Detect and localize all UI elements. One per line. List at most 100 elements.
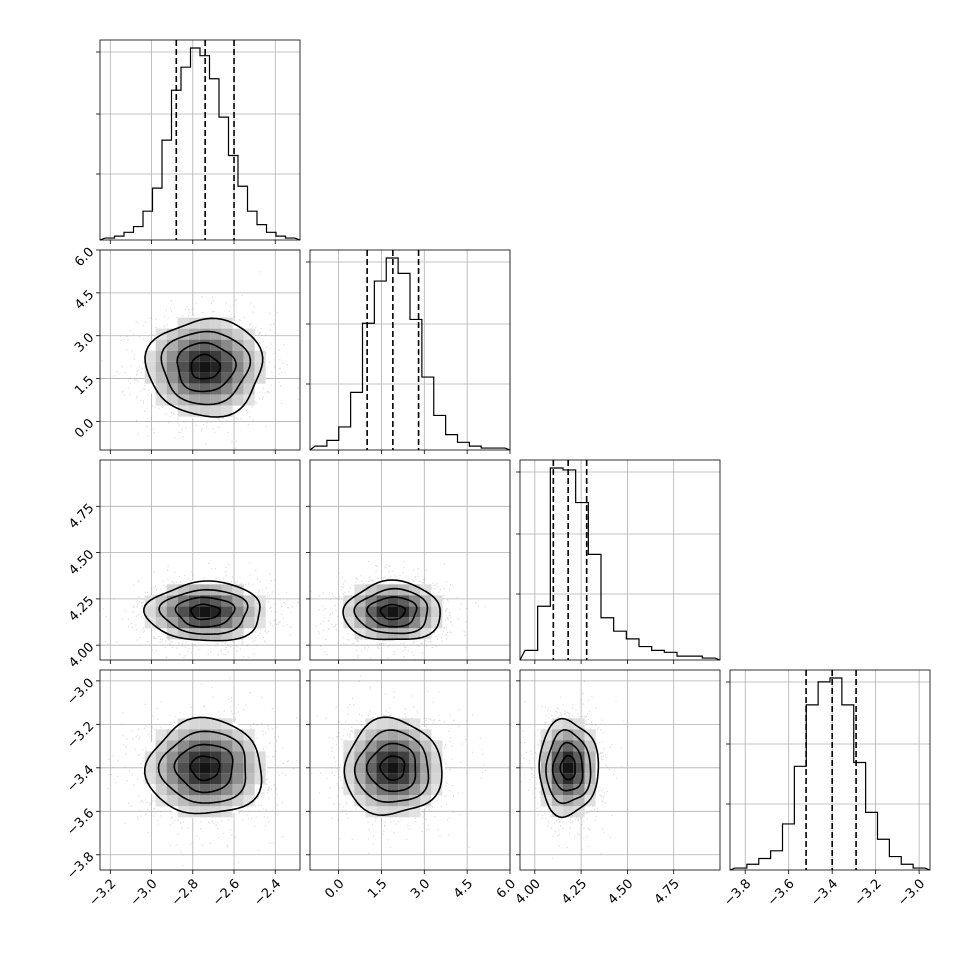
contour-line [551,741,584,792]
contour-line [158,588,249,635]
density-cell [177,718,189,730]
density-cell [210,372,222,384]
density-cell [243,795,255,807]
density-cell [155,740,167,752]
y-tick-label: −3.0 [64,676,97,709]
density-cell [210,617,222,629]
density-cell [409,617,421,629]
density-cell [177,606,189,618]
density-cell [155,617,167,629]
density-cell [376,606,388,618]
density-cell [144,762,156,774]
contour-line [343,716,443,817]
density-cell [188,584,200,596]
density-cell [232,328,244,340]
density-cell [177,317,189,329]
density-cell [254,773,266,785]
density-cell [232,372,244,384]
density-cell [409,718,421,730]
density-cell [551,740,563,752]
density-cell [562,806,574,818]
density-cell [188,595,200,607]
density-cell [210,350,222,362]
density-panel-3-2 [516,669,721,874]
histogram-step [99,47,301,241]
density-cell [387,595,399,607]
density-cell [199,405,211,417]
density-cell [431,784,443,796]
density-cell [243,372,255,384]
density-cell [166,729,178,741]
density-cell [420,773,432,785]
density-cell [551,762,563,774]
density-cell [365,584,377,596]
density-cell [584,751,596,763]
density-cell [584,740,596,752]
axes-frame [309,249,511,451]
density-cell [155,751,167,763]
density-cell [210,729,222,741]
density-cell [221,606,233,618]
density-cell [166,595,178,607]
y-tick-label: 3.0 [72,330,97,355]
density-cell [188,361,200,373]
contour-line [143,716,263,815]
density-cell [199,806,211,818]
density-cell [210,317,222,329]
y-tick-label: 4.00 [66,640,97,671]
density-cell [232,773,244,785]
histogram-step [729,677,931,871]
density-cell [365,595,377,607]
density-cell [221,617,233,629]
density-cell [243,595,255,607]
density-cell [188,795,200,807]
y-tick-label: 4.50 [66,547,97,578]
density-cell [243,729,255,741]
density-cell [155,394,167,406]
density-cell [232,795,244,807]
contour-line [379,755,406,781]
density-cell [188,718,200,730]
density-cell [387,617,399,629]
density-cell [562,729,574,741]
density-cell [166,795,178,807]
density-cell [540,751,552,763]
density-cell [166,617,178,629]
x-tick-label: −2.4 [251,876,284,909]
density-cell [420,740,432,752]
density-cell [376,628,388,640]
density-cell [376,784,388,796]
density-cell [343,773,355,785]
density-cell [210,405,222,417]
contour-line [176,341,237,393]
density-cell [210,762,222,774]
density-cell [177,372,189,384]
density-cell [232,339,244,351]
density-cell [562,762,574,774]
density-cell [431,617,443,629]
density-cell [365,795,377,807]
density-cell [188,762,200,774]
density-cell [387,606,399,618]
density-cell [210,795,222,807]
density-cell [199,617,211,629]
density-cell [387,795,399,807]
density-panel-2-1 [306,459,511,664]
density-cell [243,339,255,351]
density-cell [177,762,189,774]
density-cell [562,740,574,752]
density-cell [177,773,189,785]
density-cell [199,795,211,807]
density-cell [144,350,156,362]
density-cell [155,729,167,741]
x-tick-label: 0.0 [322,876,347,901]
density-cell [431,751,443,763]
density-cell [540,740,552,752]
density-cell [409,806,421,818]
density-cell [365,762,377,774]
x-tick-label: −3.6 [765,876,798,909]
density-cell [177,595,189,607]
x-tick-label: −2.6 [210,876,243,909]
x-tick-label: 4.75 [652,876,683,907]
